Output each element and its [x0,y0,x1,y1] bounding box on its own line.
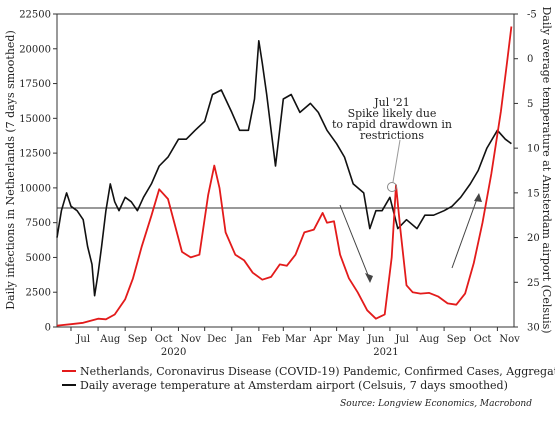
annotation-text: Jul '21 Spike likely due to rapid drawdown… [332,96,452,142]
right-axis-label: Daily average temperature at Amsterdam a… [540,6,553,333]
right-axis-tick-labels: -5 0 5 10 15 20 25 30 [527,10,540,334]
arrow-up-head [474,193,482,202]
right-tick-label: 20 [527,233,540,244]
right-tick-label: 30 [527,323,540,334]
axis-ticks [53,13,518,331]
arrow-down [339,204,371,281]
month-tick-labels: Jul Aug Sep Oct Nov Dec Jan Feb Mar Apr May Jun Jul A… [75,334,520,345]
plot-frame [56,13,515,328]
arrow-up [451,195,479,269]
left-tick-label: 22500 [19,10,51,21]
right-tick-label: -5 [527,10,537,21]
annotation-marker [387,182,397,192]
left-axis-label: Daily infections in Netherlands (7 days … [4,30,17,310]
left-tick-label: 20000 [19,44,51,55]
month-label: Aug [418,334,440,345]
left-tick-label: 12500 [19,149,51,160]
left-tick-label: 5000 [26,253,51,264]
left-tick-label: 10000 [19,183,51,194]
annotation-line: to rapid drawdown in [332,118,452,131]
month-label: May [338,334,360,345]
left-tick-label: 0 [45,323,51,334]
month-label: Aug [99,334,121,345]
right-tick-label: 0 [527,54,533,65]
month-label: Jul [394,334,409,345]
left-tick-label: 17500 [19,79,51,90]
cases-series-line [56,26,513,327]
year-label: 2021 [373,347,398,358]
month-label: Dec [207,334,227,345]
month-label: Jun [366,334,384,345]
right-tick-label: 10 [527,144,540,155]
annotation-line: Spike likely due [348,107,437,120]
month-label: Oct [474,334,492,345]
left-axis-tick-labels: 0 2500 5000 7500 10000 12500 15000 17500 20000 22… [19,10,51,334]
arrow-down-head [365,273,373,283]
right-tick-label: 15 [527,188,540,199]
legend-label-cases: Netherlands, Coronavirus Disease (COVID-… [80,365,555,378]
legend-label-temperature: Daily average temperature at Amsterdam a… [80,379,508,392]
month-label: Apr [312,334,332,345]
left-tick-label: 2500 [26,288,51,299]
right-tick-label: 5 [527,99,533,110]
source-note: Source: Longview Economics, Macrobond [340,399,532,409]
year-labels: 2020 2021 [161,347,399,358]
month-label: Sep [447,334,466,345]
month-label: Feb [262,334,281,345]
right-tick-label: 25 [527,278,540,289]
month-label: Mar [285,334,306,345]
month-label: Sep [128,334,147,345]
month-label: Oct [155,334,173,345]
year-label: 2020 [161,347,186,358]
month-label: Jul [75,334,90,345]
month-label: Nov [180,334,201,345]
left-tick-label: 15000 [19,114,51,125]
annotation-line: restrictions [360,129,424,142]
left-tick-label: 7500 [26,218,51,229]
annotation-line: Jul '21 [373,96,410,109]
temperature-series-line [56,39,512,297]
month-label: Jan [235,334,253,345]
month-label: Nov [499,334,520,345]
annotation-leader [392,139,401,183]
